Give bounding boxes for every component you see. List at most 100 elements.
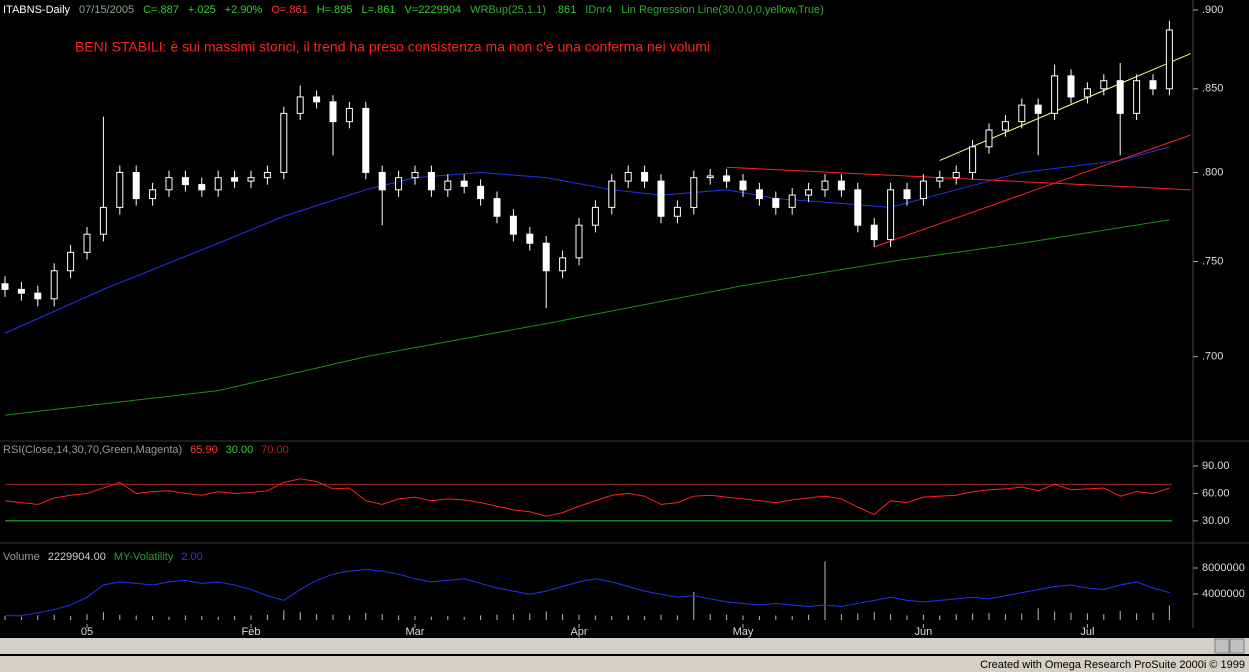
- candle-body: [706, 175, 714, 179]
- candle-body: [624, 171, 632, 182]
- rsi-label: 30.00: [226, 444, 254, 456]
- annotation: BENI STABILI: è sui massimi storici, il …: [75, 39, 710, 55]
- candle-body: [837, 180, 845, 191]
- x-tick-label: 05: [81, 626, 93, 638]
- y-tick-label: 90.00: [1202, 460, 1230, 472]
- header-item: ITABNS-Daily: [3, 4, 71, 16]
- scroll-left[interactable]: [1214, 638, 1230, 654]
- y-tick-label: .900: [1202, 4, 1223, 16]
- candle-body: [460, 180, 468, 187]
- candle-body: [575, 224, 583, 259]
- candle-body: [296, 96, 304, 114]
- footer: Created with Omega Research ProSuite 200…: [980, 659, 1245, 671]
- volume-label: Volume: [3, 551, 40, 563]
- candle-body: [936, 177, 944, 182]
- candle-body: [952, 171, 960, 179]
- x-tick-label: May: [733, 626, 754, 638]
- trendline: [874, 134, 1191, 248]
- candle-body: [477, 185, 485, 200]
- x-tick-label: Jun: [915, 626, 933, 638]
- candle-body: [755, 189, 763, 200]
- candle-body: [559, 257, 567, 272]
- candle-body: [67, 251, 75, 272]
- candle-body: [378, 171, 386, 191]
- candle-body: [1083, 88, 1091, 98]
- candle-body: [198, 184, 206, 191]
- candle-body: [739, 180, 747, 191]
- trendline: [939, 53, 1191, 161]
- candle-body: [1116, 80, 1124, 114]
- candle-body: [903, 189, 911, 200]
- header-item: +2.90%: [225, 4, 263, 16]
- y-tick-label: 60.00: [1202, 487, 1230, 499]
- x-tick-label: Mar: [406, 626, 425, 638]
- rsi-line: [4, 478, 1170, 517]
- candle-body: [690, 177, 698, 208]
- header-item: 07/15/2005: [79, 4, 134, 16]
- candle-body: [83, 233, 91, 253]
- y-tick-label: 8000000: [1202, 562, 1245, 574]
- candle-body: [788, 194, 796, 208]
- header-item: WRBup(25,1.1): [470, 4, 546, 16]
- candle-body: [1165, 29, 1173, 90]
- header-item: IDnr4: [585, 4, 612, 16]
- header-item: V=2229904: [404, 4, 461, 16]
- candle-body: [427, 171, 435, 191]
- candle-body: [34, 292, 42, 300]
- volume-label: 2.00: [181, 551, 202, 563]
- candle-body: [854, 189, 862, 226]
- y-tick-label: .700: [1202, 351, 1223, 363]
- header-item: O=.861: [271, 4, 307, 16]
- candle-body: [542, 242, 550, 272]
- candle-body: [1100, 80, 1108, 90]
- y-tick-label: .750: [1202, 255, 1223, 267]
- candle-body: [116, 171, 124, 208]
- y-tick-label: 4000000: [1202, 588, 1245, 600]
- rsi-label: RSI(Close,14,30,70,Green,Magenta): [3, 444, 182, 456]
- candle-body: [1149, 80, 1157, 90]
- candle-body: [887, 189, 895, 241]
- candle-body: [1018, 104, 1026, 123]
- candle-body: [673, 206, 681, 217]
- candle-body: [509, 215, 517, 235]
- candle-body: [313, 96, 321, 103]
- header-item: L=.861: [362, 4, 396, 16]
- candle-body: [411, 171, 419, 179]
- x-tick-label: Apr: [570, 626, 587, 638]
- header-item: +.025: [188, 4, 216, 16]
- rsi-label: 70.00: [261, 444, 289, 456]
- candle-body: [608, 180, 616, 208]
- candle-body: [50, 270, 58, 300]
- candle-body: [345, 107, 353, 123]
- candle-body: [919, 180, 927, 200]
- candle-body: [1133, 80, 1141, 114]
- trendline: [726, 166, 1191, 191]
- candle-body: [362, 107, 370, 173]
- scrollbar[interactable]: [0, 638, 1249, 654]
- candle-body: [444, 180, 452, 191]
- candle-body: [132, 171, 140, 200]
- candle-body: [493, 198, 501, 217]
- candle-body: [165, 177, 173, 191]
- candle-body: [526, 233, 534, 244]
- header-item: H=.895: [317, 4, 353, 16]
- candle-body: [329, 101, 337, 123]
- candle-body: [1051, 75, 1059, 114]
- candle-body: [280, 112, 288, 173]
- candle-body: [1067, 75, 1075, 98]
- volume-label: 2229904.00: [48, 551, 106, 563]
- candle-body: [821, 180, 829, 191]
- scroll-right[interactable]: [1229, 638, 1245, 654]
- candle-body: [772, 198, 780, 208]
- header-item: .861: [555, 4, 576, 16]
- volume-label: MY-Volatility: [114, 551, 174, 563]
- candle-body: [247, 177, 255, 182]
- candle-body: [231, 177, 239, 182]
- header-item: Lin Regression Line(30,0,0,0,yellow,True…: [621, 4, 824, 16]
- candle-body: [805, 189, 813, 196]
- candle-body: [395, 177, 403, 191]
- moving-average: [4, 219, 1170, 416]
- candle-body: [17, 288, 25, 294]
